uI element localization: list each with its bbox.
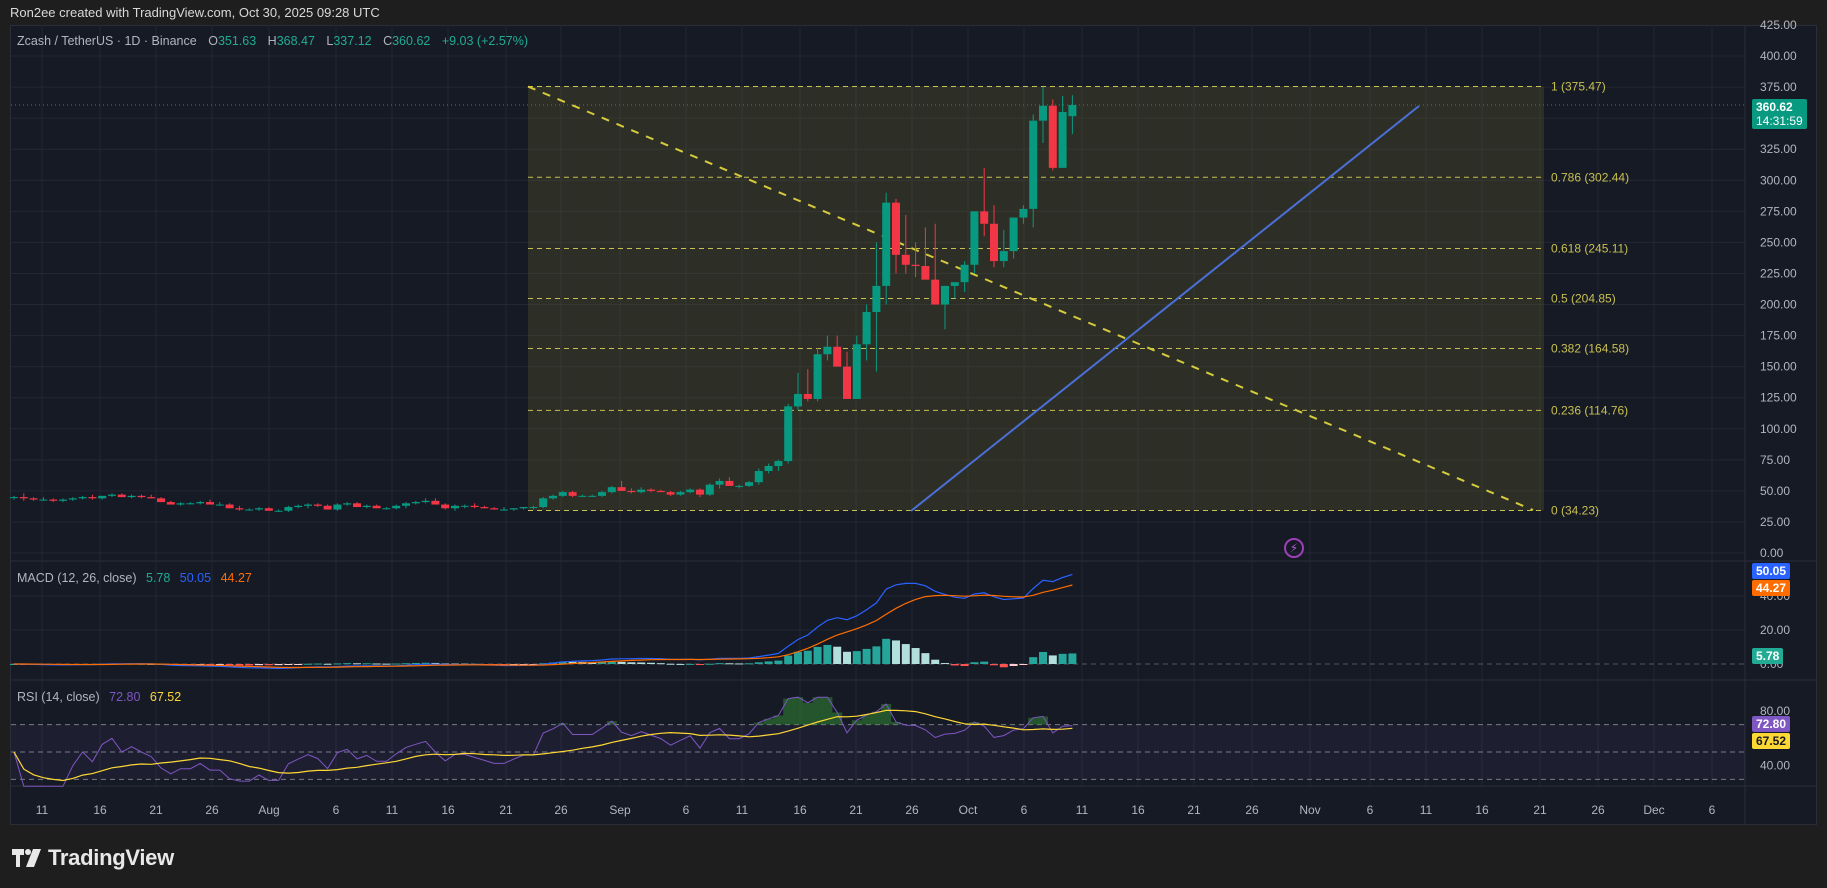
svg-text:6: 6 <box>683 803 690 817</box>
svg-text:275.00: 275.00 <box>1760 204 1797 218</box>
svg-text:100.00: 100.00 <box>1760 422 1797 436</box>
svg-text:16: 16 <box>93 803 107 817</box>
chart-frame[interactable] <box>10 25 1817 825</box>
svg-text:0.5 (204.85): 0.5 (204.85) <box>1551 292 1616 306</box>
svg-text:11: 11 <box>1076 803 1089 817</box>
macd-signal-value: 44.27 <box>220 571 252 585</box>
svg-text:75.00: 75.00 <box>1760 453 1790 467</box>
tradingview-logo-icon <box>12 849 41 867</box>
svg-text:125.00: 125.00 <box>1760 391 1797 405</box>
svg-text:Sep: Sep <box>609 803 631 817</box>
symbol-legend[interactable]: Zcash / TetherUS · 1D · Binance O351.63 … <box>17 34 534 48</box>
macd-histogram-value: 5.78 <box>145 571 171 585</box>
svg-text:40.00: 40.00 <box>1760 759 1790 773</box>
rsi-label: RSI (14, close) <box>17 690 100 704</box>
svg-text:21: 21 <box>149 803 163 817</box>
credit-text: Ron2ee created with TradingView.com, Oct… <box>10 5 380 20</box>
svg-text:0.618 (245.11): 0.618 (245.11) <box>1551 241 1628 255</box>
svg-text:6: 6 <box>333 803 340 817</box>
svg-text:16: 16 <box>1131 803 1145 817</box>
macd-label: MACD (12, 26, close) <box>17 571 137 585</box>
tradingview-logo[interactable]: TradingView <box>12 845 174 871</box>
svg-text:0.00: 0.00 <box>1760 546 1784 560</box>
svg-text:25.00: 25.00 <box>1760 515 1790 529</box>
svg-text:Oct: Oct <box>959 803 978 817</box>
svg-text:6: 6 <box>1709 803 1716 817</box>
svg-text:Aug: Aug <box>258 803 279 817</box>
svg-text:16: 16 <box>1475 803 1489 817</box>
svg-text:11: 11 <box>36 803 49 817</box>
ohlc-open: O351.63 <box>208 34 257 48</box>
rsi-legend[interactable]: RSI (14, close) 72.80 67.52 <box>17 690 187 704</box>
svg-text:26: 26 <box>554 803 568 817</box>
svg-text:425.00: 425.00 <box>1760 18 1797 32</box>
svg-text:Nov: Nov <box>1299 803 1320 817</box>
rsi-value: 72.80 <box>109 690 141 704</box>
macd-histogram-tag: 5.78 <box>1752 648 1784 664</box>
last-price-value: 360.62 <box>1756 100 1793 114</box>
svg-text:200.00: 200.00 <box>1760 298 1797 312</box>
svg-text:0.382 (164.58): 0.382 (164.58) <box>1551 342 1629 356</box>
rsi-ma-value: 67.52 <box>149 690 182 704</box>
macd-line-tag: 50.05 <box>1752 563 1791 579</box>
svg-text:16: 16 <box>441 803 455 817</box>
macd-line-value: 50.05 <box>179 571 212 585</box>
ohlc-low: L337.12 <box>326 34 372 48</box>
svg-text:6: 6 <box>1021 803 1028 817</box>
bar-countdown: 14:31:59 <box>1756 114 1803 128</box>
svg-text:0.236 (114.76): 0.236 (114.76) <box>1551 403 1628 417</box>
svg-text:1 (375.47): 1 (375.47) <box>1551 80 1606 94</box>
last-price-tag: 360.62 14:31:59 <box>1752 99 1807 129</box>
svg-text:26: 26 <box>1245 803 1259 817</box>
svg-text:250.00: 250.00 <box>1760 235 1797 249</box>
svg-text:16: 16 <box>793 803 807 817</box>
svg-text:325.00: 325.00 <box>1760 142 1797 156</box>
svg-text:21: 21 <box>1187 803 1201 817</box>
svg-text:26: 26 <box>905 803 919 817</box>
rsi-ma-tag: 67.52 <box>1752 733 1791 749</box>
svg-text:375.00: 375.00 <box>1760 80 1797 94</box>
ohlc-high: H368.47 <box>267 34 315 48</box>
svg-text:21: 21 <box>499 803 513 817</box>
svg-text:150.00: 150.00 <box>1760 360 1797 374</box>
svg-text:21: 21 <box>1533 803 1547 817</box>
svg-text:400.00: 400.00 <box>1760 49 1797 63</box>
svg-text:80.00: 80.00 <box>1760 704 1790 718</box>
svg-text:11: 11 <box>386 803 399 817</box>
svg-text:0.786 (302.44): 0.786 (302.44) <box>1551 170 1629 184</box>
symbol-title[interactable]: Zcash / TetherUS · 1D · Binance <box>17 34 197 48</box>
svg-text:0 (34.23): 0 (34.23) <box>1551 503 1599 517</box>
ohlc-close: C360.62 <box>383 34 431 48</box>
svg-text:20.00: 20.00 <box>1760 623 1790 637</box>
svg-text:175.00: 175.00 <box>1760 329 1797 343</box>
svg-text:26: 26 <box>205 803 219 817</box>
ohlc-change: +9.03 (+2.57%) <box>441 34 528 48</box>
rsi-value-tag: 72.80 <box>1752 716 1791 732</box>
tradingview-wordmark: TradingView <box>48 845 174 870</box>
svg-text:300.00: 300.00 <box>1760 173 1797 187</box>
svg-text:11: 11 <box>736 803 749 817</box>
lightning-icon[interactable]: ⚡ <box>1284 538 1304 558</box>
svg-text:Dec: Dec <box>1643 803 1664 817</box>
svg-text:225.00: 225.00 <box>1760 266 1797 280</box>
macd-signal-tag: 44.27 <box>1752 580 1791 596</box>
svg-text:21: 21 <box>849 803 863 817</box>
svg-text:50.00: 50.00 <box>1760 484 1790 498</box>
svg-text:11: 11 <box>1420 803 1433 817</box>
svg-text:6: 6 <box>1367 803 1374 817</box>
svg-text:26: 26 <box>1591 803 1605 817</box>
macd-legend[interactable]: MACD (12, 26, close) 5.78 50.05 44.27 <box>17 571 258 585</box>
